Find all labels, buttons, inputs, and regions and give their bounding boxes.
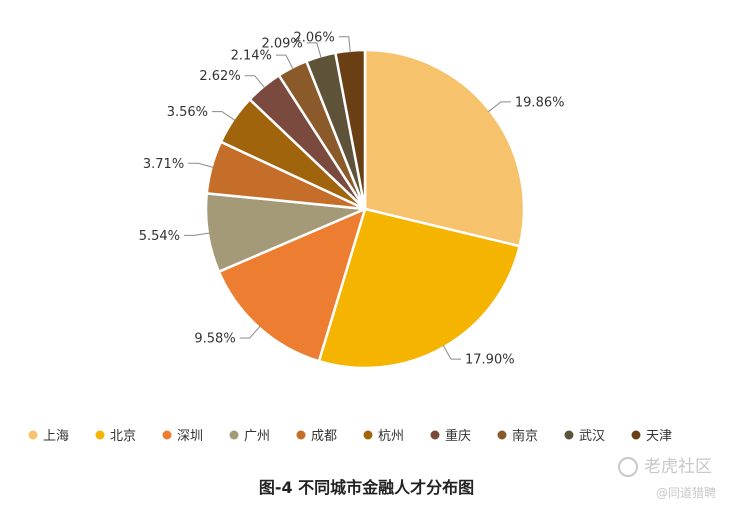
legend: 上海 北京 深圳 广州 成都 杭州 重庆 南京 武汉 天津 <box>28 428 672 444</box>
legend-label-6: 杭州 <box>378 429 404 444</box>
legend-label-10: 天津 <box>646 429 672 444</box>
legend-label-9: 武汉 <box>579 429 605 444</box>
slice-labels: 19.86% 17.90% 9.58% 5.54% 3.71% 3.56% 2.62% 2.1… <box>139 30 565 367</box>
leader-line-9 <box>306 42 322 59</box>
legend-label-2: 北京 <box>110 429 136 444</box>
slice-label-9: 2.09% <box>261 36 302 51</box>
watermark-main-text: 老虎社区 <box>644 457 712 477</box>
legend-marker-3 <box>162 430 172 440</box>
legend-marker-7 <box>430 430 440 440</box>
leader-line-5 <box>188 162 214 168</box>
legend-marker-5 <box>296 430 306 440</box>
pie-slices <box>204 48 526 370</box>
leader-lines <box>184 36 511 360</box>
legend-label-7: 重庆 <box>445 428 471 444</box>
legend-label-3: 深圳 <box>177 429 203 444</box>
legend-label-1: 上海 <box>43 429 69 444</box>
slice-label-5: 3.71% <box>143 157 184 172</box>
leader-line-10 <box>338 36 351 53</box>
legend-marker-10 <box>631 430 641 440</box>
slice-label-8: 2.14% <box>231 49 272 64</box>
legend-label-8: 南京 <box>512 428 538 444</box>
leader-line-2 <box>442 344 461 360</box>
legend-marker-6 <box>363 430 373 440</box>
leader-line-6 <box>212 111 236 122</box>
leader-line-8 <box>275 54 294 70</box>
leader-line-3 <box>239 325 261 339</box>
pie-chart: 19.86% 17.90% 9.58% 5.54% 3.71% 3.56% 2.62% 2.1… <box>28 30 672 444</box>
watermark-sub: @同道猎聘 <box>656 486 717 500</box>
leader-line-1 <box>487 101 511 113</box>
slice-label-3: 9.58% <box>194 332 235 347</box>
leader-line-7 <box>244 75 266 89</box>
chart-title: 图-4 不同城市金融人才分布图 <box>258 478 475 497</box>
legend-marker-4 <box>229 430 239 440</box>
watermark-main: 老虎社区 <box>618 452 712 477</box>
slice-label-7: 2.62% <box>199 69 240 84</box>
tiger-logo-icon <box>618 457 638 477</box>
legend-label-4: 广州 <box>244 429 270 444</box>
legend-label-5: 成都 <box>311 429 337 444</box>
legend-marker-8 <box>497 430 507 440</box>
legend-marker-1 <box>28 430 38 440</box>
legend-marker-9 <box>564 430 574 440</box>
slice-label-4: 5.54% <box>139 229 180 244</box>
slice-label-2: 17.90% <box>465 353 515 368</box>
slice-label-6: 3.56% <box>167 105 208 120</box>
slice-label-1: 19.86% <box>515 95 565 110</box>
legend-marker-2 <box>95 430 105 440</box>
slice-label-10: 2.06% <box>293 30 334 45</box>
leader-line-4 <box>184 232 210 236</box>
